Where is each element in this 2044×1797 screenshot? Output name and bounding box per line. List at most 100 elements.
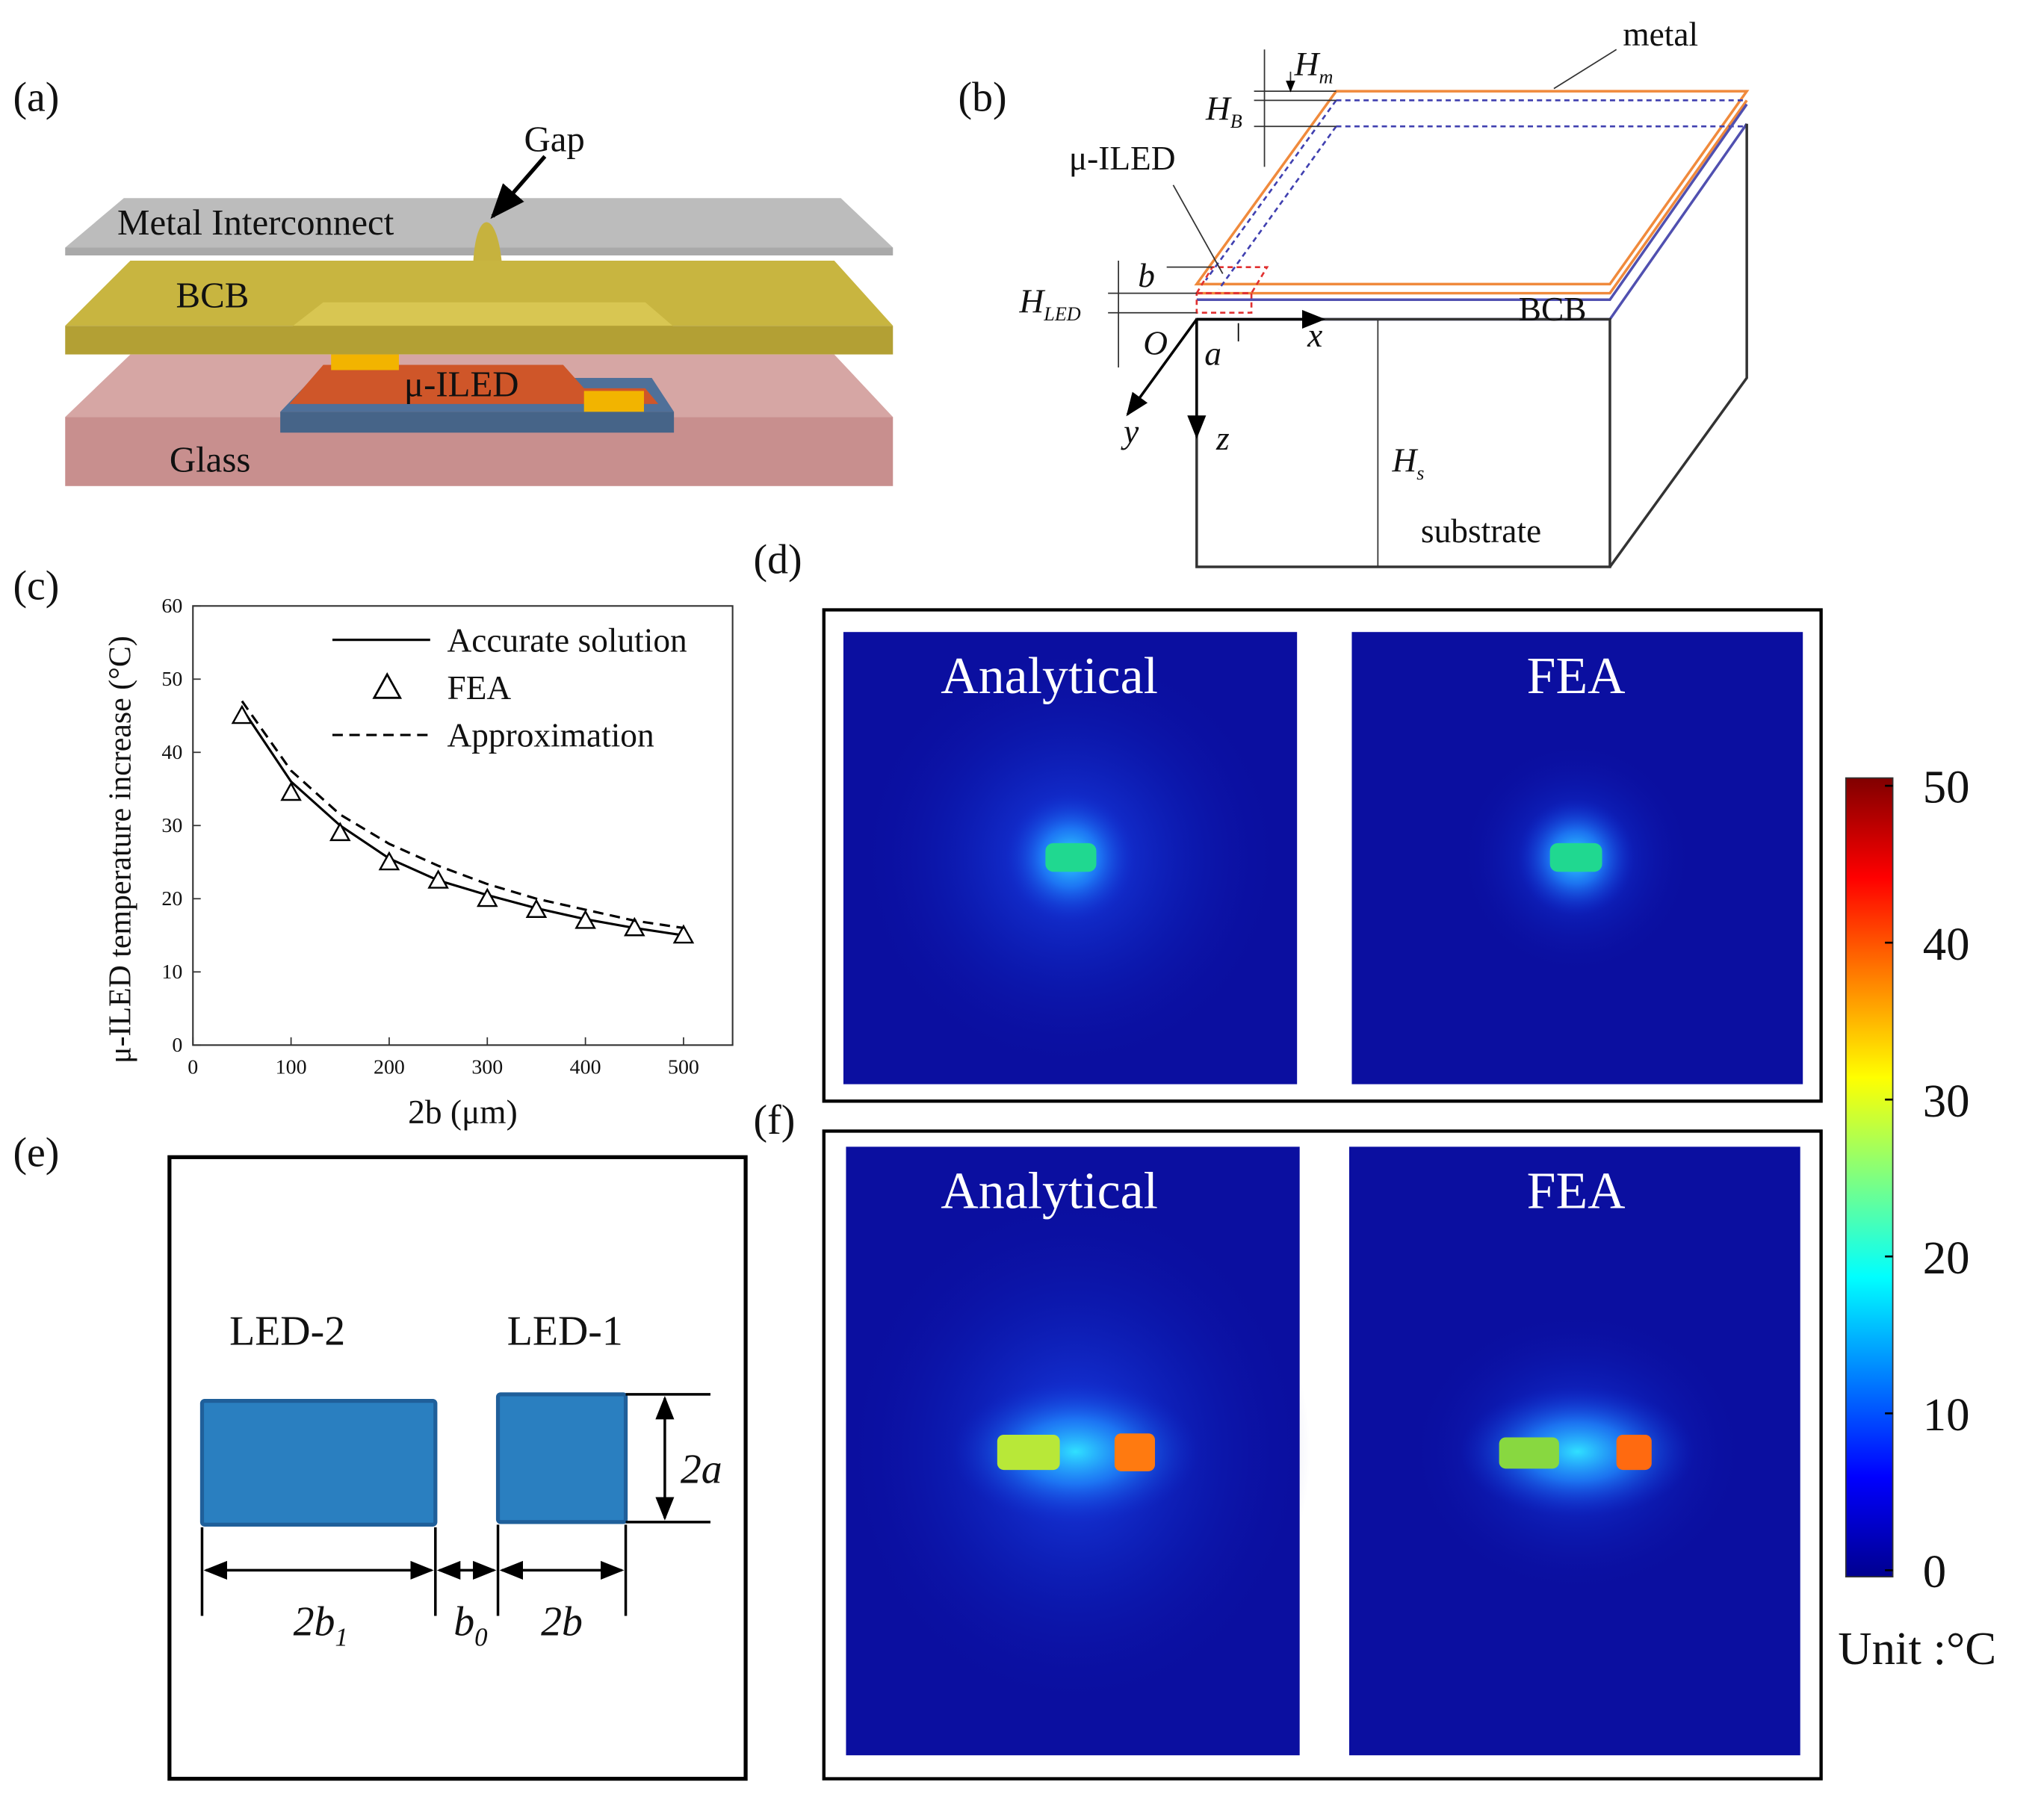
y-tick-label: 0 <box>172 1034 182 1057</box>
colorbar-tick-label: 40 <box>1923 918 1970 970</box>
y-tick-label: 20 <box>161 887 182 910</box>
legend-label: Accurate solution <box>447 621 687 659</box>
diagram-a: Gap Metal Interconnect BCB μ-ILED Glass <box>65 118 894 486</box>
label: substrate <box>1421 512 1541 550</box>
shape <box>951 1379 1200 1524</box>
legend-label: FEA <box>447 669 512 707</box>
shape <box>1195 292 1253 314</box>
y-tick-label: 50 <box>161 668 182 691</box>
x-tick-label: 400 <box>570 1056 601 1079</box>
label: 2b1 <box>294 1599 348 1652</box>
colorbar-gradient <box>1845 777 1894 1578</box>
shape <box>997 1434 1060 1471</box>
panel-label: (f) <box>754 1097 796 1143</box>
label-part: H <box>1392 442 1419 479</box>
shape <box>1549 842 1602 872</box>
shape <box>1499 1437 1559 1469</box>
heatmap-d: Analytical FEA <box>822 608 1823 1103</box>
label-part: 2b <box>294 1599 335 1645</box>
data-point <box>525 899 548 918</box>
shape <box>1126 318 1198 417</box>
heatmap-title: FEA <box>1527 1162 1626 1220</box>
label: μ-ILED <box>1069 140 1176 177</box>
shape: Gap Metal Interconnect BCB μ-ILED Glass <box>117 118 585 479</box>
x-tick-label: 300 <box>471 1056 503 1079</box>
x-tick-label: 100 <box>276 1056 307 1079</box>
shape <box>583 391 644 412</box>
data-point <box>623 916 645 937</box>
label-part: 1 <box>335 1623 347 1652</box>
label: Glass <box>170 439 251 480</box>
colorbar: Unit :°C 0 10 20 30 40 50 <box>1838 761 1996 1675</box>
data-point <box>476 887 498 907</box>
label-part: H <box>1294 46 1321 83</box>
panel-label: (c) <box>13 563 59 609</box>
data-point <box>280 781 302 801</box>
label: LED-2 <box>229 1309 345 1355</box>
heatmap-title: Analytical <box>941 648 1158 705</box>
label: a <box>1204 335 1221 373</box>
y-tick-label: 10 <box>161 960 182 984</box>
shape <box>331 354 399 370</box>
legend-label: Approximation <box>447 717 654 754</box>
label: metal <box>1623 16 1698 53</box>
shape <box>490 155 547 220</box>
shape <box>473 222 502 264</box>
shape <box>289 364 659 404</box>
label: BCB <box>176 275 250 316</box>
label-part: b <box>453 1599 474 1645</box>
shape <box>65 198 894 248</box>
label: z <box>1215 420 1230 457</box>
label: HB <box>1205 90 1242 132</box>
panel-labels: (a) (b) (c) (d) (e) (f) <box>13 74 1006 1176</box>
label: 2b <box>541 1599 583 1645</box>
heatmap-f: Analytical FEA <box>822 1129 1823 1781</box>
data-point <box>378 851 400 871</box>
shape <box>1204 99 1337 281</box>
label-part: m <box>1319 66 1333 88</box>
data-point <box>231 704 253 724</box>
legend-swatch <box>372 672 403 699</box>
label: Hs <box>1392 442 1425 484</box>
panel-label: (d) <box>754 537 802 583</box>
shape <box>1195 266 1269 294</box>
colorbar-tick-label: 30 <box>1923 1075 1970 1127</box>
shape <box>1045 842 1097 872</box>
label-part: H <box>1205 90 1232 128</box>
y-tick-label: 30 <box>161 814 182 837</box>
shape <box>65 326 894 355</box>
label: x <box>1307 317 1322 354</box>
y-axis-label: μ-ILED temperature increase (°C) <box>103 636 137 1064</box>
shape: metal Hm HB μ-ILED b HLED O a x y z Hs B… <box>1019 16 1699 550</box>
colorbar-tick-label: 20 <box>1923 1232 1970 1284</box>
y-tick-label: 40 <box>161 741 182 764</box>
shape <box>280 412 675 433</box>
series-line <box>241 700 684 930</box>
y-tick-label: 60 <box>161 595 182 618</box>
label: μ-ILED <box>404 363 519 404</box>
shape <box>1172 184 1224 274</box>
shape <box>1195 317 1611 568</box>
x-tick-label: 500 <box>668 1056 699 1079</box>
label: b <box>1138 257 1155 294</box>
shape <box>495 1392 628 1524</box>
shape <box>1460 1386 1695 1517</box>
label: 2a <box>681 1447 722 1493</box>
shape <box>1114 1433 1155 1471</box>
shape <box>1196 103 1748 302</box>
shape <box>1608 123 1748 568</box>
shape: LED-2 LED-1 2a 2b1 b0 2b <box>229 1309 722 1652</box>
shape <box>1616 1434 1652 1471</box>
data-point <box>427 869 449 889</box>
shape <box>1218 125 1337 291</box>
label-part: s <box>1416 462 1424 484</box>
label-part: 0 <box>474 1623 487 1652</box>
label: Metal Interconnect <box>117 202 394 243</box>
label-part: B <box>1230 111 1242 132</box>
diagram-b: metal Hm HB μ-ILED b HLED O a x y z Hs B… <box>1019 16 1750 568</box>
shape <box>1194 90 1750 286</box>
heatmap-title: FEA <box>1527 648 1626 705</box>
label: LED-1 <box>507 1309 623 1355</box>
label-part: LED <box>1043 303 1081 325</box>
